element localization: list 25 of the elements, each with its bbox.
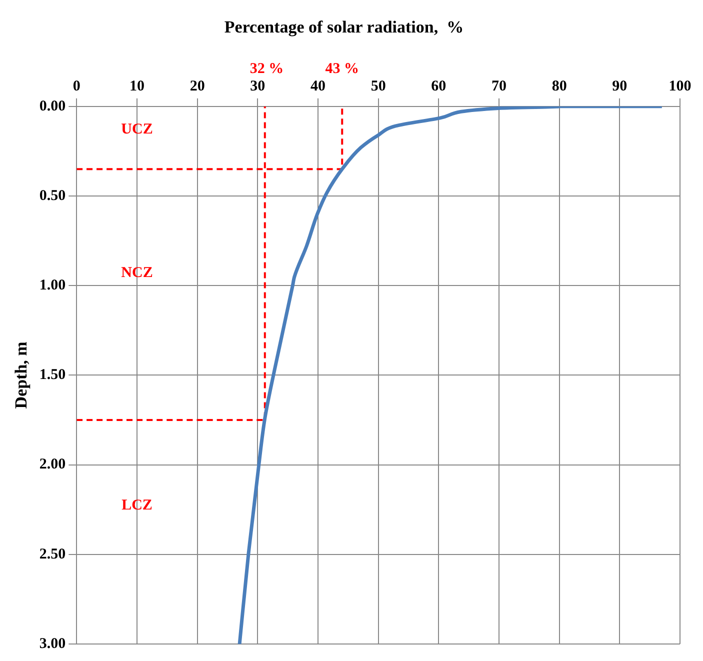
x-tick-label: 10 [129,78,144,94]
y-tick-label: 1.00 [39,277,66,294]
x-tick-label: 80 [552,78,567,94]
x-tick-label: 30 [250,78,266,94]
x-tick-label: 100 [668,78,692,94]
y-tick-label: 1.50 [39,367,66,384]
y-tick-label: 2.00 [39,456,66,473]
x-tick-label: 40 [310,78,326,94]
x-tick-label: 70 [491,78,506,94]
annotation: LCZ [122,498,152,514]
text: 32 % [250,60,284,77]
text: 43 % [325,60,359,77]
x-tick-label: 50 [370,78,386,94]
y-tick-label: 0.00 [39,98,66,114]
annotation: NCZ [121,264,153,281]
x-tick-label: 20 [190,78,205,94]
x-tick-label: 60 [431,78,446,94]
x-tick-label: 90 [612,78,628,94]
y-tick-label: 2.50 [39,546,66,562]
y-tick-label: 0.50 [39,188,66,204]
x-tick-label: 0 [72,78,80,94]
y-tick-label: 3.00 [39,636,66,652]
x-axis-title: Percentage of solar radiation, % [224,18,464,37]
y-axis-title: Depth, m [12,342,31,409]
annotation: UCZ [121,121,153,138]
